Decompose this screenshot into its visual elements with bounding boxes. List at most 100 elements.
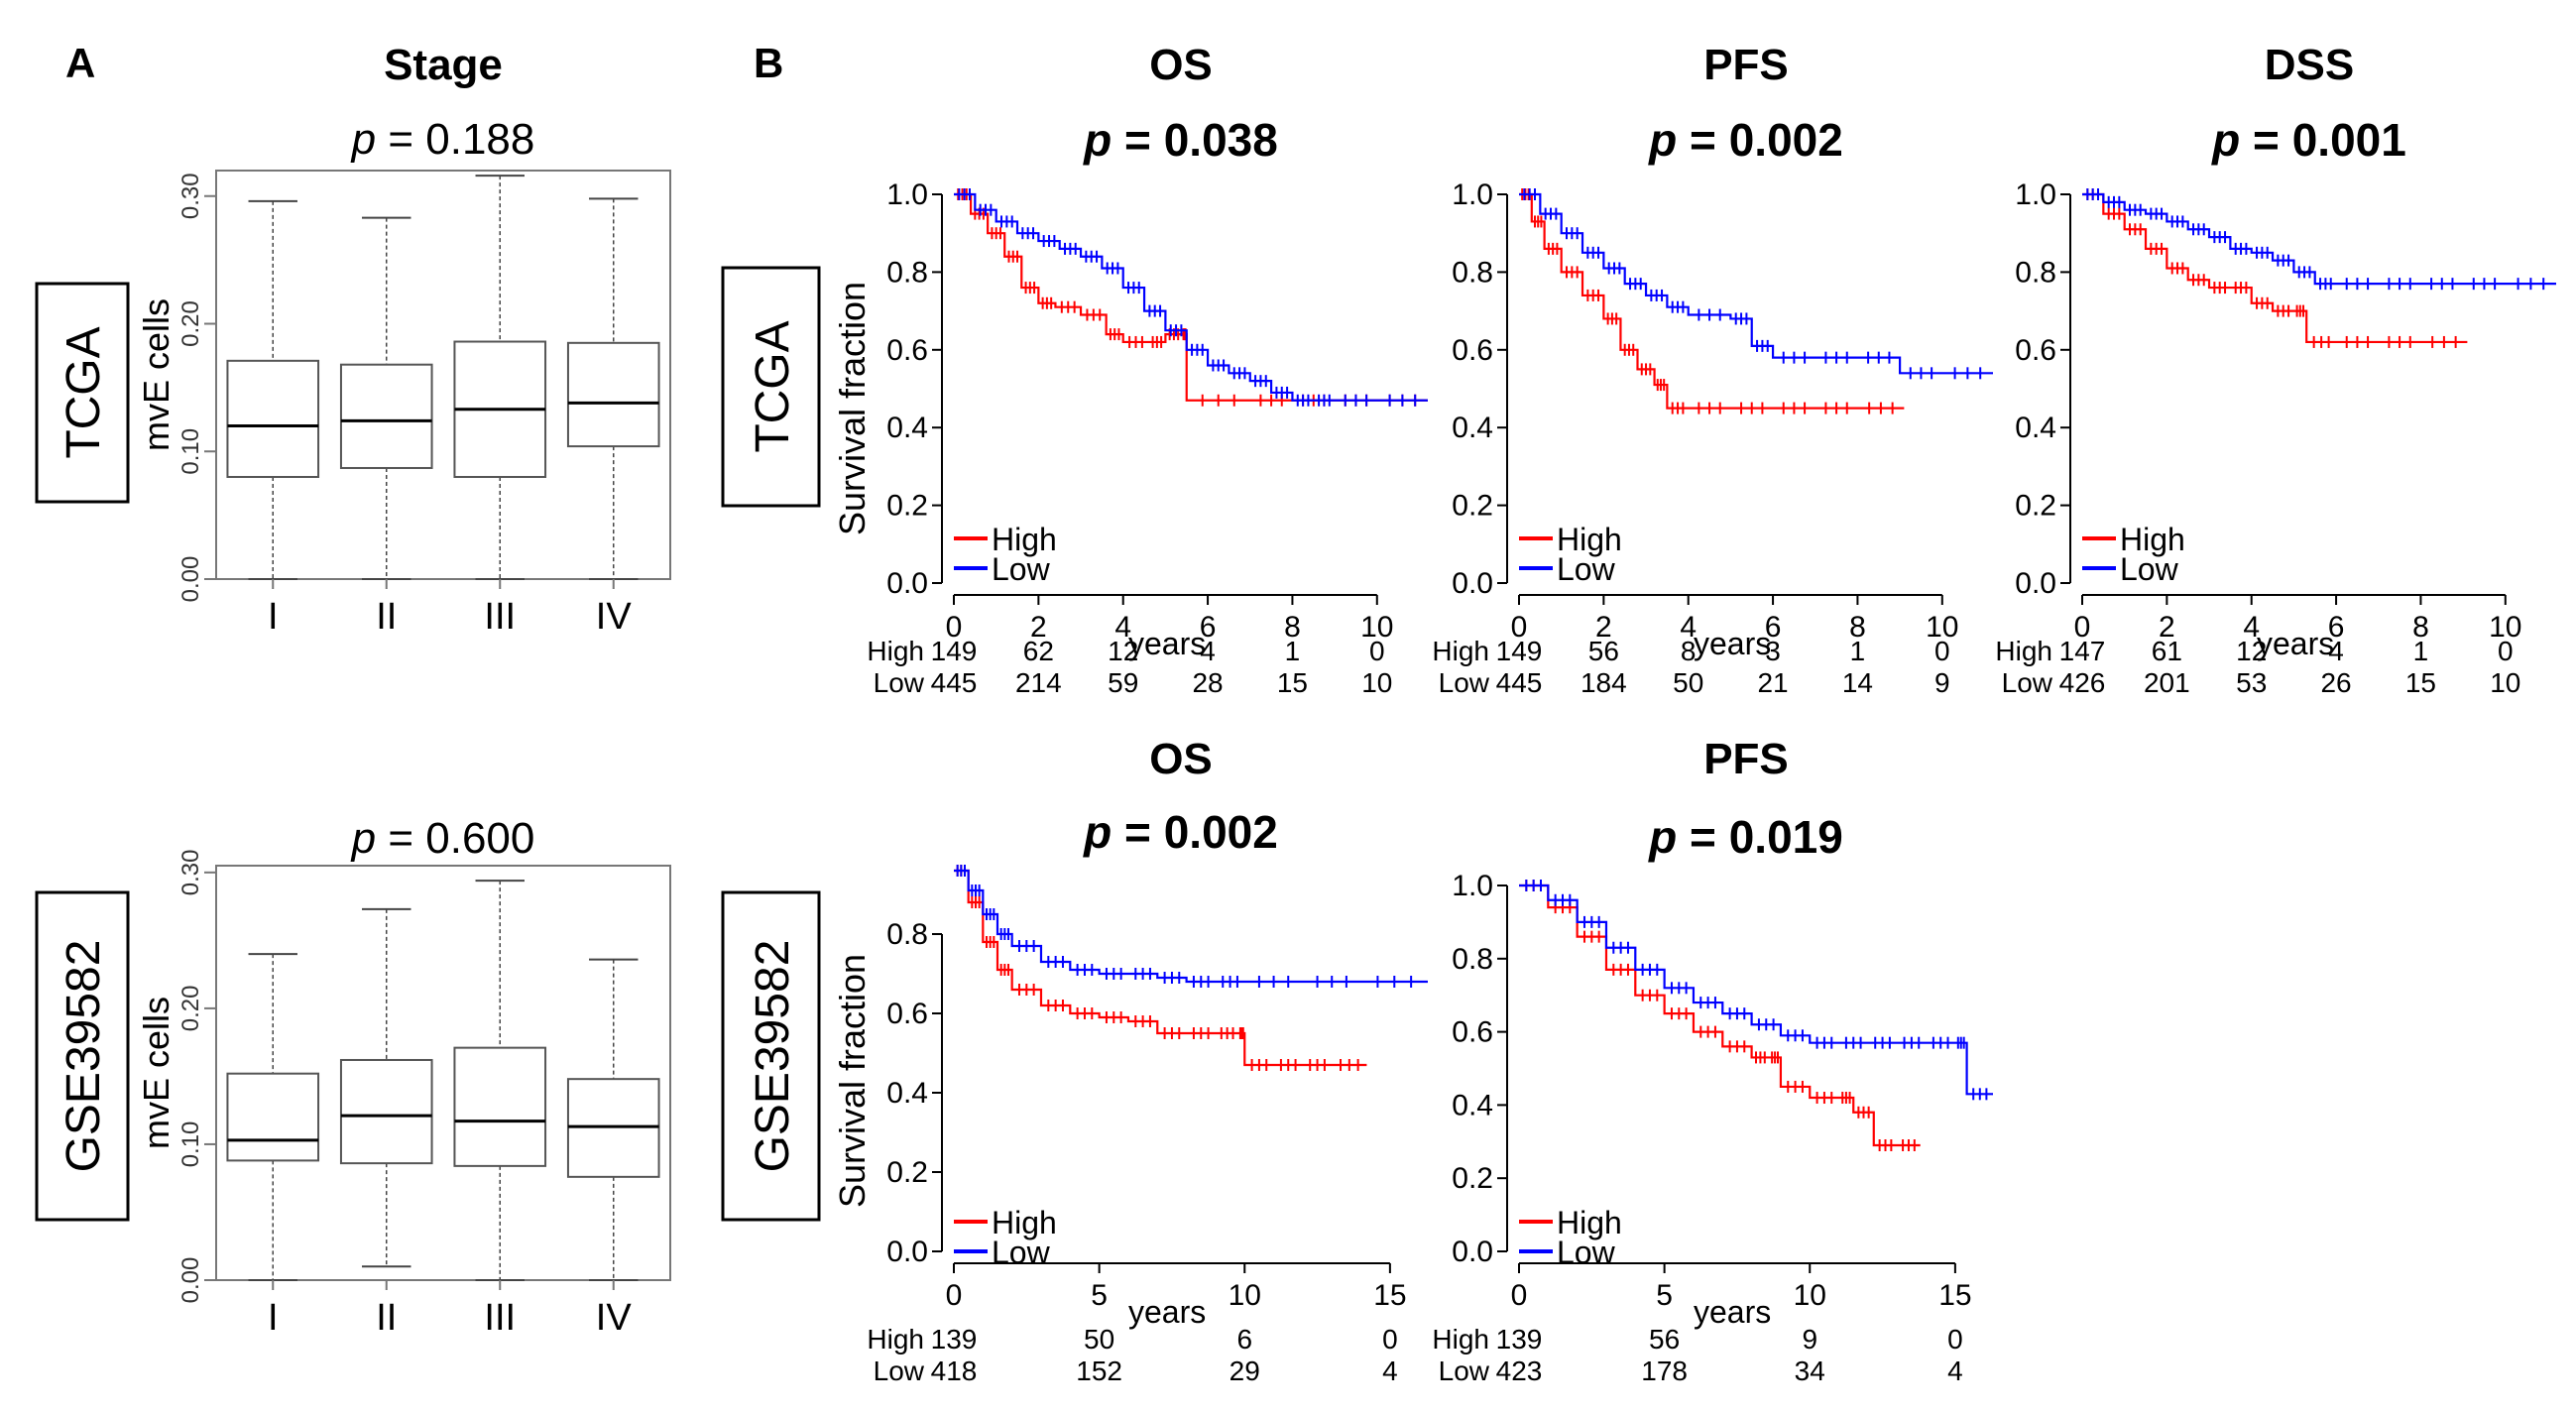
x-tick-label: III: [484, 596, 516, 638]
box-II: [339, 907, 433, 1268]
risk-low-count: 214: [1015, 667, 1062, 698]
box-iqr: [226, 1072, 320, 1162]
y-tick-label: 0.8: [886, 256, 928, 289]
risk-low-count: 178: [1641, 1356, 1688, 1386]
x-tick-label: 6: [1765, 611, 1782, 644]
risk-high-count: 56: [1588, 636, 1619, 666]
x-tick-label: 10: [1926, 611, 1958, 644]
y-tick-label: 0.0: [1452, 1236, 1493, 1268]
y-tick-label: 0.30: [177, 173, 204, 219]
risk-high-count: 56: [1649, 1324, 1680, 1355]
survival-curve-high: [2082, 192, 2468, 344]
y-tick-label: 0.2: [886, 1156, 928, 1189]
p-symbol: p: [2210, 114, 2240, 166]
x-tick-label: 6: [2328, 611, 2345, 644]
risk-low-count: 15: [2405, 667, 2436, 698]
row-label-gse-a-text: GSE39582: [58, 940, 110, 1173]
x-tick-label: 8: [1849, 611, 1866, 644]
chart-title: OS: [1149, 41, 1213, 89]
x-tick-label: 2: [1030, 611, 1047, 644]
x-axis-label: years: [1694, 626, 1771, 661]
x-tick-label: 6: [1200, 611, 1217, 644]
y-tick-label: 0.2: [886, 490, 928, 523]
p-value-label: p = 0.001: [2210, 114, 2406, 166]
y-tick-label: 0.30: [177, 849, 204, 895]
y-tick-label: 0.6: [2015, 334, 2056, 367]
panel-label-b: B: [754, 40, 783, 86]
survival-curve-low: [954, 869, 1428, 984]
box-I: [226, 199, 320, 580]
risk-high-count: 6: [1236, 1324, 1252, 1355]
row-label-gse-a: GSE39582: [35, 890, 130, 1222]
risk-low-count: 21: [1757, 667, 1788, 698]
chart-title: OS: [1149, 735, 1213, 783]
y-tick-label: 1.0: [1452, 178, 1493, 211]
risk-low-count: 445: [1496, 667, 1543, 698]
risk-high-count: 50: [1084, 1324, 1114, 1355]
p-value: = 0.002: [1677, 114, 1843, 166]
y-axis-label: Survival fraction: [832, 954, 873, 1208]
risk-low-count: 29: [1229, 1356, 1260, 1386]
y-axis-label: Survival fraction: [832, 282, 873, 535]
p-value: = 0.600: [376, 814, 534, 863]
km-gse-pfs: PFS p = 0.019 0.0 0.2 0.4 0.6 0.8 1.0 0 5 10 15 year…: [1432, 735, 1993, 1386]
y-tick-label: 0.4: [1452, 412, 1493, 444]
risk-label-low: Low: [1439, 1356, 1490, 1386]
x-tick-label: IV: [596, 1297, 633, 1339]
x-axis-label: years: [1694, 1294, 1771, 1330]
risk-low-count: 4: [1382, 1356, 1398, 1386]
box-III: [453, 175, 547, 580]
series-low: [1519, 188, 1993, 380]
row-label-gse-b-text: GSE39582: [747, 940, 799, 1173]
y-axis-label: mvE cells: [136, 997, 176, 1149]
risk-high-count: 9: [1802, 1324, 1817, 1355]
plot-frame: [215, 865, 671, 1281]
y-tick-label: 0.4: [886, 1077, 928, 1110]
legend-label-high: High: [2120, 522, 2185, 557]
risk-high-count: 0: [1369, 636, 1385, 666]
plot-frame: [215, 170, 671, 580]
survival-curve-high: [1519, 884, 1921, 1147]
y-tick-label: 0.20: [177, 300, 204, 347]
km-gse-os: OS p = 0.002 0.0 0.2 0.4 0.6 0.8 0 5 10 15 years Sur…: [832, 735, 1428, 1386]
risk-high-count: 0: [1947, 1324, 1963, 1355]
y-tick-label: 0.8: [2015, 256, 2056, 289]
risk-high-count: 1: [2413, 636, 2429, 666]
x-tick-label: 8: [2412, 611, 2429, 644]
y-tick-label: 0.10: [177, 428, 204, 475]
row-label-tcga-a-text: TCGA: [58, 326, 110, 458]
x-tick-label: 10: [2489, 611, 2521, 644]
p-value-label: p = 0.002: [1082, 806, 1278, 858]
x-tick-label: 2: [2159, 611, 2175, 644]
x-tick-label: 0: [946, 1279, 963, 1312]
risk-low-count: 59: [1108, 667, 1138, 698]
x-axis-label: years: [1128, 626, 1206, 661]
box-III: [453, 880, 547, 1281]
y-tick-label: 0.0: [2015, 567, 2056, 600]
legend-label-low: Low: [1557, 1235, 1616, 1270]
risk-high-count: 147: [2059, 636, 2106, 666]
risk-high-count: 0: [1934, 636, 1950, 666]
y-tick-label: 0.8: [886, 918, 928, 951]
row-label-tcga-a: TCGA: [35, 282, 130, 504]
risk-low-count: 28: [1192, 667, 1223, 698]
risk-low-count: 184: [1581, 667, 1627, 698]
survival-curve-high: [1519, 192, 1905, 410]
series-high: [954, 865, 1367, 1071]
box-iqr: [453, 1046, 547, 1167]
box-iqr: [226, 359, 320, 478]
risk-low-count: 4: [1947, 1356, 1963, 1386]
x-tick-label: II: [376, 596, 397, 638]
p-value: = 0.019: [1677, 811, 1843, 863]
x-tick-label: 0: [1511, 1279, 1528, 1312]
risk-high-count: 149: [1496, 636, 1543, 666]
risk-high-count: 0: [2498, 636, 2514, 666]
row-label-tcga-b-text: TCGA: [747, 320, 799, 452]
chart-title: DSS: [2265, 41, 2354, 89]
series-low: [954, 865, 1428, 988]
risk-high-count: 12: [2236, 636, 2267, 666]
